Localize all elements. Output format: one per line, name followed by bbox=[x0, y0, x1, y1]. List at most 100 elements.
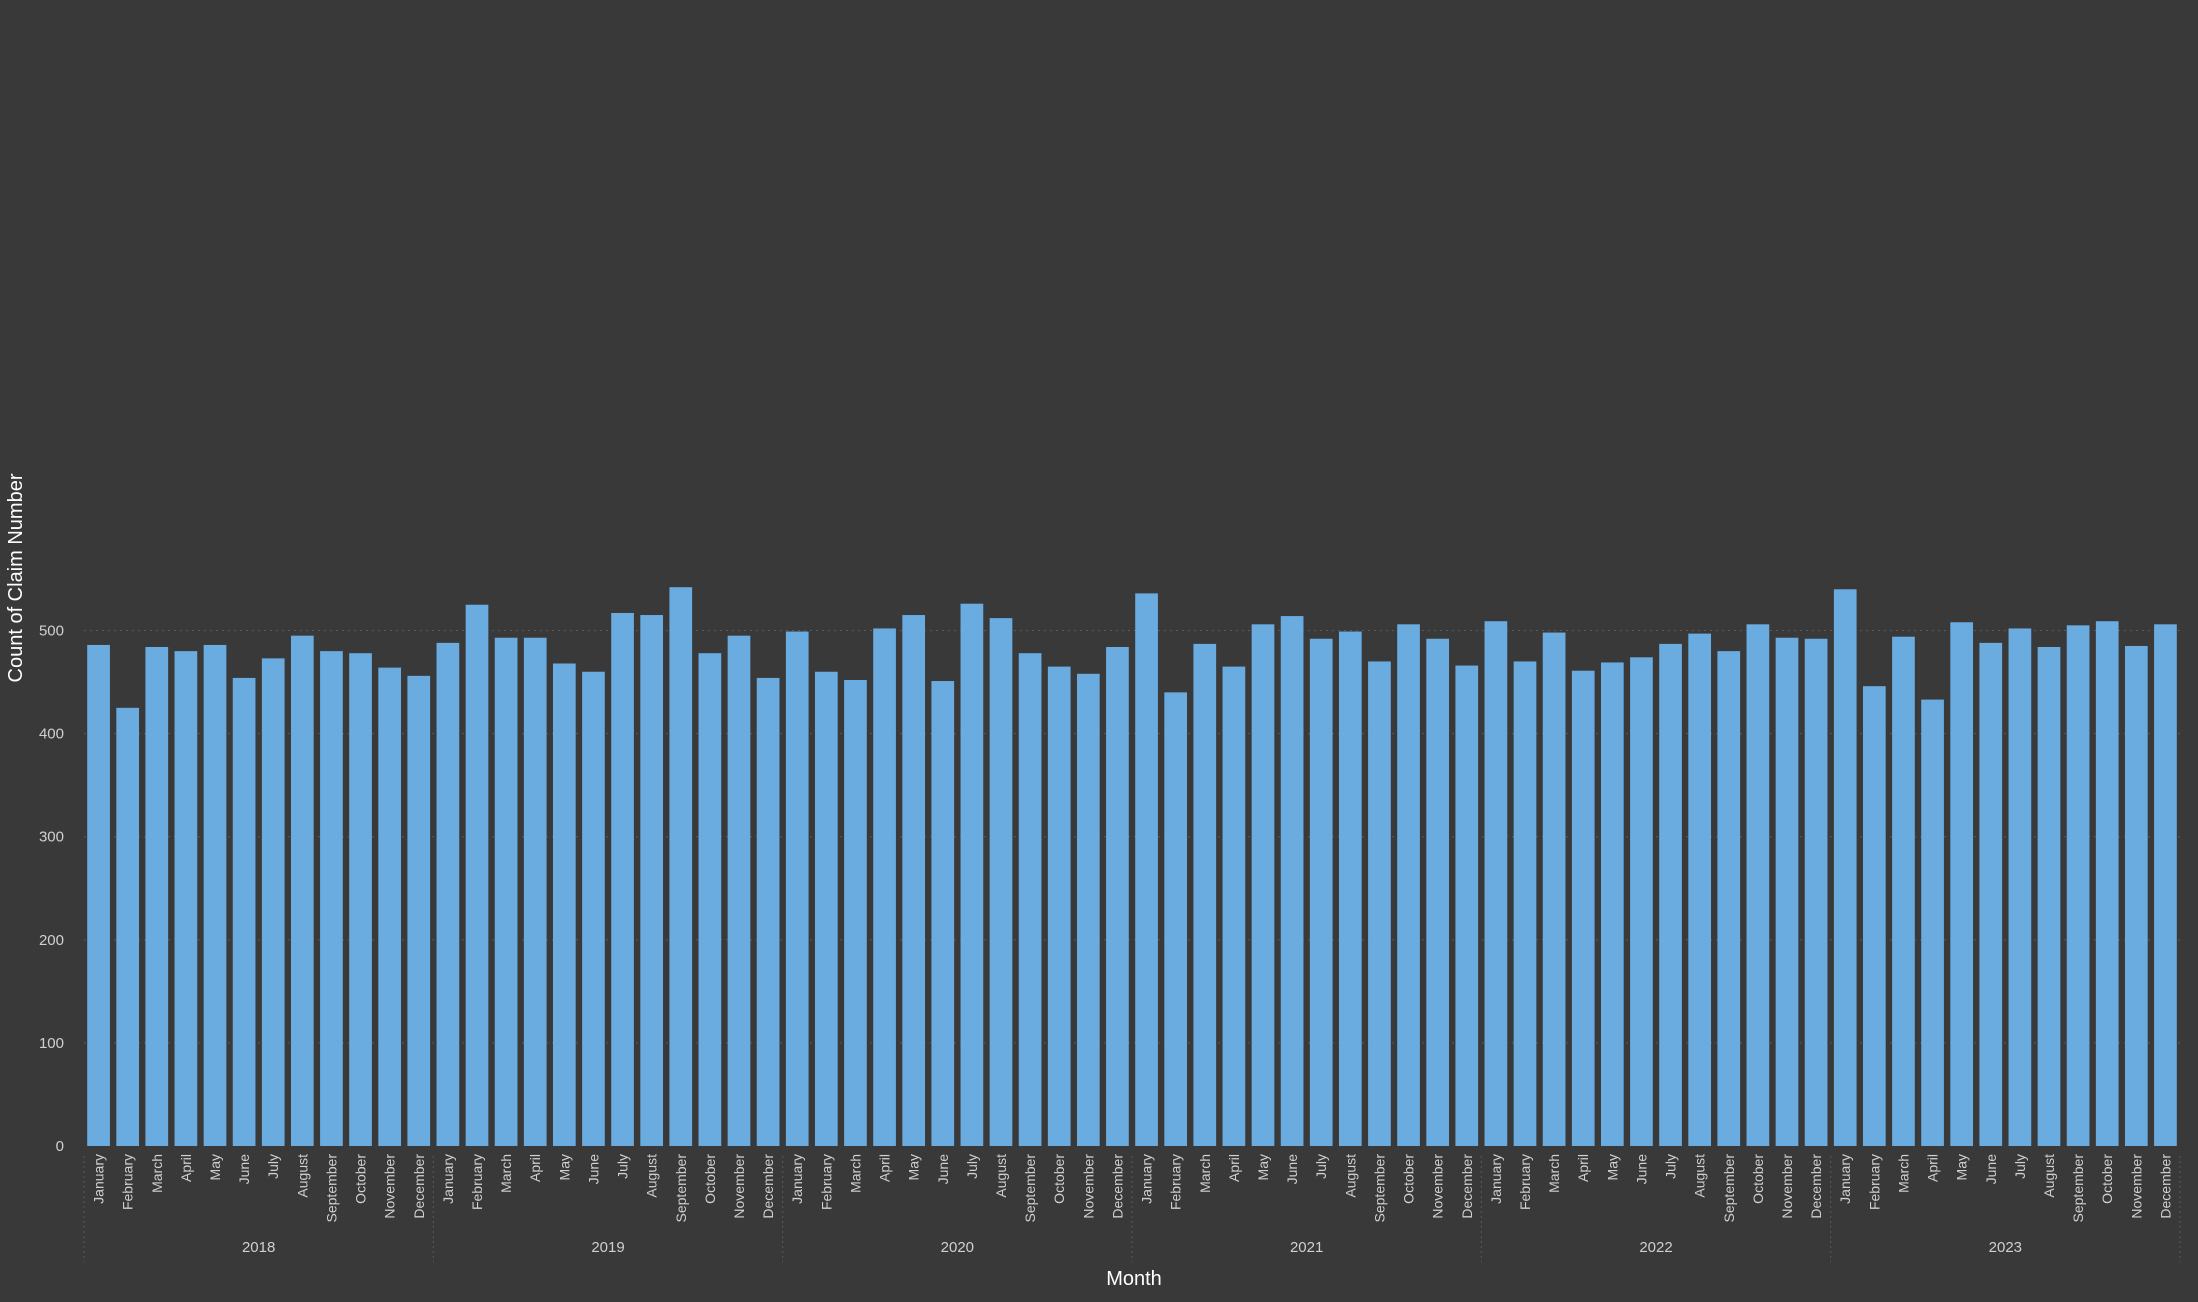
bar-2023-june bbox=[1979, 642, 2003, 1146]
bar-2018-december bbox=[407, 675, 431, 1146]
bar-2019-march bbox=[494, 637, 518, 1146]
bar-2023-october bbox=[2095, 621, 2119, 1146]
x-tick-label-month: October bbox=[1051, 1154, 1067, 1204]
bar-2019-january bbox=[436, 642, 460, 1146]
x-tick-label-month: January bbox=[1139, 1154, 1155, 1204]
x-tick-label-month: October bbox=[1401, 1154, 1417, 1204]
x-tick-label-month: January bbox=[91, 1154, 107, 1204]
x-tick-label-month: September bbox=[1371, 1154, 1387, 1223]
bar-2018-february bbox=[116, 707, 140, 1146]
bar-2020-august bbox=[989, 618, 1013, 1146]
x-tick-label-month: October bbox=[353, 1154, 369, 1204]
bar-2022-february bbox=[1513, 661, 1537, 1146]
bar-2019-july bbox=[611, 612, 634, 1146]
bar-2018-may bbox=[203, 644, 227, 1146]
y-axis-title: Count of Claim Number bbox=[5, 473, 27, 682]
x-tick-label-month: August bbox=[2041, 1154, 2057, 1198]
bar-2019-november bbox=[727, 635, 751, 1146]
bar-2022-october bbox=[1746, 624, 1770, 1146]
bar-2023-march bbox=[1892, 636, 1915, 1146]
x-tick-label-month: August bbox=[1342, 1154, 1358, 1198]
x-tick-label-month: November bbox=[2128, 1154, 2144, 1219]
bar-2023-february bbox=[1862, 686, 1886, 1146]
bar-2020-february bbox=[814, 671, 838, 1146]
bar-2023-november bbox=[2124, 645, 2148, 1146]
x-tick-label-month: December bbox=[1459, 1154, 1475, 1219]
x-tick-label-month: June bbox=[236, 1154, 252, 1185]
x-tick-label-month: February bbox=[120, 1154, 136, 1210]
bar-2023-april bbox=[1921, 699, 1944, 1146]
x-tick-label-month: March bbox=[498, 1154, 514, 1193]
gridlines bbox=[84, 630, 2180, 1044]
x-tick-label-month: April bbox=[877, 1154, 893, 1182]
x-tick-label-year: 2021 bbox=[1290, 1239, 1323, 1256]
x-tick-label-month: November bbox=[1080, 1154, 1096, 1219]
x-tick-label-month: May bbox=[207, 1154, 223, 1180]
x-tick-label-month: May bbox=[556, 1154, 572, 1180]
bar-2021-july bbox=[1309, 638, 1333, 1146]
bar-2023-august bbox=[2037, 646, 2061, 1146]
bar-2021-october bbox=[1397, 624, 1420, 1146]
x-tick-label-month: December bbox=[411, 1154, 427, 1219]
x-tick-label-month: January bbox=[440, 1154, 456, 1204]
bar-2022-april bbox=[1571, 670, 1595, 1146]
y-tick-label: 0 bbox=[56, 1138, 64, 1155]
bar-2022-july bbox=[1659, 643, 1682, 1146]
x-tick-label-month: July bbox=[1313, 1154, 1329, 1179]
x-tick-label-month: October bbox=[2099, 1154, 2115, 1204]
x-tick-label-month: July bbox=[615, 1154, 631, 1179]
bar-2019-february bbox=[465, 604, 489, 1146]
bar-2020-march bbox=[844, 679, 867, 1146]
x-tick-label-month: March bbox=[1895, 1154, 1911, 1193]
bar-2021-august bbox=[1338, 631, 1362, 1146]
bars bbox=[87, 587, 2177, 1146]
x-tick-label-month: November bbox=[382, 1154, 398, 1219]
bar-2018-april bbox=[174, 651, 198, 1146]
x-tick-label-month: March bbox=[847, 1154, 863, 1193]
bar-2022-november bbox=[1775, 637, 1799, 1146]
bar-2021-january bbox=[1135, 593, 1158, 1146]
x-tick-label-month: April bbox=[1925, 1154, 1941, 1182]
x-tick-label-month: November bbox=[731, 1154, 747, 1219]
x-tick-label-year: 2023 bbox=[1989, 1239, 2022, 1256]
bar-2018-september bbox=[320, 651, 343, 1146]
x-tick-label-month: April bbox=[1226, 1154, 1242, 1182]
bar-2021-march bbox=[1193, 643, 1217, 1146]
x-tick-label-year: 2022 bbox=[1639, 1239, 1672, 1256]
x-tick-label-month: February bbox=[1866, 1154, 1882, 1210]
x-tick-label-month: June bbox=[935, 1154, 951, 1185]
x-axis-month-ticks: January February March April May June July Augu… bbox=[91, 1154, 2174, 1223]
x-tick-label-month: December bbox=[2157, 1154, 2173, 1219]
x-tick-label-month: May bbox=[906, 1154, 922, 1180]
x-tick-label-year: 2019 bbox=[591, 1239, 624, 1256]
bar-2018-october bbox=[349, 653, 372, 1146]
bar-2020-april bbox=[873, 628, 896, 1146]
bar-2022-january bbox=[1484, 621, 1508, 1146]
x-tick-label-month: September bbox=[1022, 1154, 1038, 1223]
bar-2021-september bbox=[1368, 661, 1391, 1146]
x-tick-label-month: March bbox=[1546, 1154, 1562, 1193]
x-tick-label-month: December bbox=[760, 1154, 776, 1219]
x-tick-label-month: January bbox=[1488, 1154, 1504, 1204]
x-tick-label-month: September bbox=[323, 1154, 339, 1223]
x-tick-label-month: August bbox=[644, 1154, 660, 1198]
x-tick-label-month: September bbox=[2070, 1154, 2086, 1223]
x-tick-label-month: September bbox=[1721, 1154, 1737, 1223]
bar-2019-october bbox=[698, 653, 722, 1146]
bar-2020-september bbox=[1018, 653, 1042, 1146]
x-tick-label-month: February bbox=[818, 1154, 834, 1210]
bar-2018-november bbox=[378, 667, 402, 1146]
x-tick-label-month: March bbox=[149, 1154, 165, 1193]
x-tick-label-month: February bbox=[1517, 1154, 1533, 1210]
x-tick-label-month: June bbox=[1983, 1154, 1999, 1185]
x-tick-label-month: May bbox=[1954, 1154, 1970, 1180]
x-tick-label-month: July bbox=[2012, 1154, 2028, 1179]
x-tick-label-month: November bbox=[1430, 1154, 1446, 1219]
y-tick-label: 100 bbox=[39, 1035, 64, 1052]
x-tick-label-month: December bbox=[1109, 1154, 1125, 1219]
x-tick-label-month: December bbox=[1808, 1154, 1824, 1219]
bar-2022-june bbox=[1630, 657, 1653, 1146]
bar-2020-december bbox=[1106, 646, 1129, 1146]
